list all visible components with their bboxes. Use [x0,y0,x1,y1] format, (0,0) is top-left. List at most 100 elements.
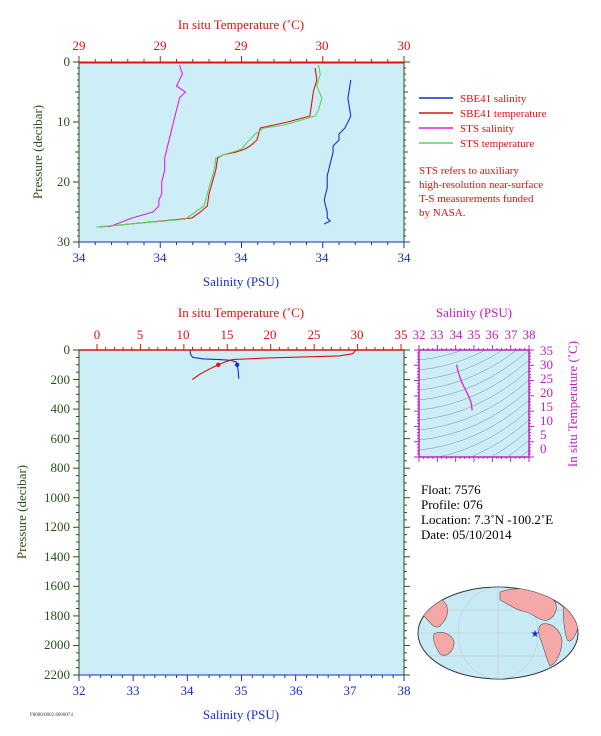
density-contour [419,350,464,361]
main-pressure-tick-label: 400 [51,401,71,416]
main-series-group [189,349,357,380]
legend-label: SBE41 salinity [460,93,527,105]
main-sal-tick-labels: 32 33 34 35 36 37 38 [73,683,411,698]
main-pressure-tick-label: 2200 [44,667,70,682]
ts-temp-tick-label: 30 [540,357,553,372]
main-temp-tick-label: 15 [221,327,234,342]
legend-label: SBE41 temperature [460,108,547,120]
legend-note-line: high-resolution near-surface [419,179,543,191]
ts-temperature-axis-title: In situ Temperature (˚C) [565,341,580,467]
main-sal-tick-label: 34 [181,683,195,698]
main-sal-tick-label: 38 [398,683,411,698]
top-sal-tick-label: 34 [316,250,330,265]
main-pressure-tick-label: 1200 [44,519,70,534]
top-temp-tick-label: 29 [73,38,86,53]
top-sal-tick-label: 34 [73,250,87,265]
top-sal-tick-label: 34 [398,250,412,265]
main-tick-group [73,344,410,681]
series-line-sbe41-salinity [323,79,352,225]
ts-temp-tick-label: 25 [540,371,553,386]
float-location-marker-icon: ★ [531,629,540,640]
top-plot-area [79,62,404,242]
main-temp-tick-label: 30 [351,327,364,342]
main-pressure-tick-label: 200 [51,372,71,387]
main-pressure-tick-labels: 0 200 400 600 800 1000 1200 1400 1600 18… [44,342,70,682]
main-pressure-tick-label: 1800 [44,608,70,623]
density-contour [419,389,529,441]
main-temp-tick-label: 25 [308,327,321,342]
top-pressure-tick-label: 0 [64,54,71,69]
density-contour [469,419,529,457]
top-series-group [96,64,352,228]
ts-tick-group [414,345,534,462]
legend-note-line: by NASA. [419,207,466,219]
ts-sal-tick-labels: 32 33 34 35 36 37 38 [413,327,536,342]
main-temp-tick-label: 20 [264,327,277,342]
main-temp-tick-label: 5 [137,327,144,342]
density-contour [437,409,529,457]
top-temp-tick-label: 30 [398,38,411,53]
series-line-sts-salinity [108,64,187,228]
main-sal-tick-label: 32 [73,683,86,698]
main-temp-tick-label: 0 [94,327,101,342]
legend-note-line: STS refers to auxiliary [419,165,519,177]
main-salinity-axis-title: Salinity (PSU) [203,707,279,722]
density-contour [506,439,529,457]
legend: SBE41 salinity SBE41 temperature STS sal… [419,93,547,219]
top-temperature-axis-title: In situ Temperature (˚C) [178,17,304,32]
main-sal-tick-label: 36 [290,683,304,698]
footer-code: F0000/0002 8000074 [30,713,73,718]
top-pressure-tick-label: 20 [57,174,70,189]
float-info: Float: 7576 Profile: 076 Location: 7.3˚N… [421,482,553,542]
ts-temp-tick-label: 5 [540,427,547,442]
ts-plot-area [419,350,529,457]
main-pressure-axis-title: Pressure (decibar) [14,465,29,559]
top-sal-tick-label: 34 [154,250,168,265]
ts-sal-tick-label: 33 [431,327,444,342]
top-temp-tick-label: 30 [316,38,329,53]
main-temp-tick-label: 35 [395,327,408,342]
top-sal-tick-label: 34 [235,250,249,265]
ts-profile-line [455,364,473,411]
map-land-australia [433,632,455,656]
ts-sal-tick-label: 37 [505,327,519,342]
top-pressure-axis-title: Pressure (decibar) [30,105,45,199]
ts-density-contours [419,260,529,457]
series-line-sbe41-temperature [99,67,318,228]
location: Location: 7.3˚N -100.2˚E [421,512,553,527]
main-pressure-tick-label: 1600 [44,578,70,593]
legend-note-line: T-S measurements funded [419,193,534,205]
density-contour [419,399,529,451]
ts-series-group [455,364,473,411]
main-temperature-axis-title: In situ Temperature (˚C) [178,305,304,320]
profile-number: Profile: 076 [421,497,483,512]
main-pressure-tick-label: 800 [51,460,71,475]
density-contour [419,350,518,391]
main-pressure-tick-label: 1400 [44,549,70,564]
density-contour [419,260,529,310]
density-contour [419,350,487,371]
top-pressure-tick-label: 10 [57,114,70,129]
series-line-sts-temperature [96,64,323,228]
legend-label: STS temperature [460,138,534,150]
float-id: Float: 7576 [421,482,481,497]
profile-date: Date: 05/10/2014 [421,527,512,542]
ts-temp-tick-label: 20 [540,385,553,400]
main-pressure-tick-label: 1000 [44,490,70,505]
ts-sal-tick-label: 36 [486,327,500,342]
world-map: ★ [417,586,579,680]
series-line-sbe41-temperature [191,349,357,380]
density-contour [419,379,529,431]
top-chart: In situ Temperature (˚C) 29 29 29 30 30 … [30,17,411,289]
series-line-sbe41-salinity [189,349,240,379]
top-temp-tick-label: 29 [235,38,248,53]
ts-temp-tick-label: 35 [540,343,553,358]
ts-sal-tick-label: 32 [413,327,426,342]
ts-temp-tick-labels: 35 30 25 20 15 10 5 0 [540,343,553,456]
ts-diagram: Salinity (PSU) 32 33 34 35 36 37 38 35 3… [413,260,581,467]
ts-temp-tick-label: 10 [540,413,553,428]
density-contour [419,359,529,411]
legend-label: STS salinity [460,123,515,135]
main-sal-tick-label: 35 [235,683,248,698]
